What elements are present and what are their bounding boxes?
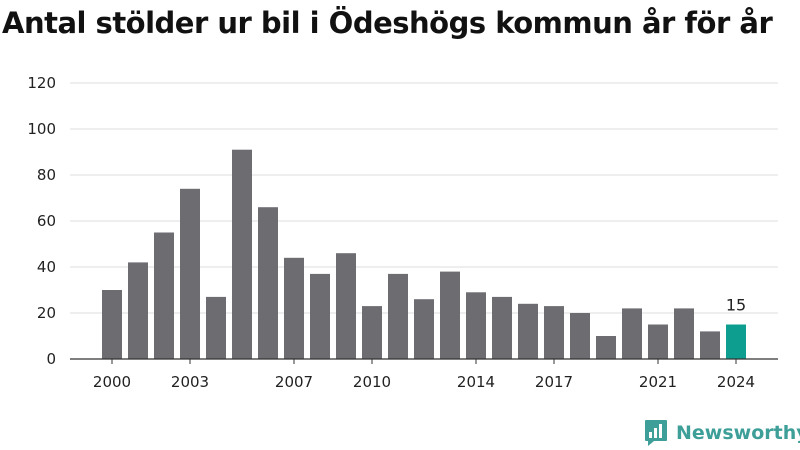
- bar-2007: [284, 257, 304, 359]
- bar-2014: [466, 292, 486, 359]
- bar-2009: [336, 253, 356, 359]
- grid-lines: [70, 82, 778, 314]
- y-tick-label: 60: [37, 212, 56, 230]
- bar-2011: [388, 273, 408, 359]
- y-tick-label: 80: [37, 166, 56, 184]
- data-label: 15: [726, 296, 746, 315]
- bar-2013: [440, 271, 460, 359]
- bar-2004: [206, 296, 226, 359]
- bar-2024: [726, 324, 746, 359]
- bar-2002: [154, 232, 174, 359]
- y-tick-label: 40: [37, 258, 56, 276]
- bar-2010: [362, 306, 382, 359]
- bar-2019: [596, 336, 616, 359]
- x-tick-label: 2007: [275, 373, 313, 391]
- data-labels: 15: [726, 296, 746, 315]
- x-axis-tick-labels: 2000 2003 2007 2010 2014 2017 2021 2024: [93, 359, 755, 391]
- y-tick-label: 20: [37, 304, 56, 322]
- bar-2020: [622, 308, 642, 359]
- bar-2021: [648, 324, 668, 359]
- y-tick-label: 120: [27, 74, 56, 92]
- x-tick-label: 2003: [171, 373, 209, 391]
- x-tick-label: 2021: [639, 373, 677, 391]
- bar-2005: [232, 149, 252, 359]
- bar-2000: [102, 290, 122, 359]
- bar-2022: [674, 308, 694, 359]
- newsworthy-brand: Newsworthy: [644, 419, 800, 447]
- chart-title: Antal stölder ur bil i Ödeshögs kommun å…: [2, 6, 773, 40]
- bar-2018: [570, 313, 590, 359]
- bar-2017: [544, 306, 564, 359]
- brand-name: Newsworthy: [676, 422, 800, 444]
- newsworthy-logo-icon: [645, 420, 667, 446]
- bar-2012: [414, 299, 434, 359]
- y-tick-label: 100: [27, 120, 56, 138]
- bar-2016: [518, 303, 538, 359]
- y-axis-tick-labels: 0 20 40 60 80 100 120: [27, 74, 56, 368]
- x-tick-label: 2024: [717, 373, 755, 391]
- bar-2015: [492, 296, 512, 359]
- x-tick-label: 2000: [93, 373, 131, 391]
- bar-2023: [700, 331, 720, 359]
- y-tick-label: 0: [46, 350, 56, 368]
- bar-2001: [128, 262, 148, 359]
- bar-2003: [180, 188, 200, 359]
- x-tick-label: 2010: [353, 373, 391, 391]
- x-tick-label: 2014: [457, 373, 495, 391]
- x-tick-label: 2017: [535, 373, 573, 391]
- bar-2006: [258, 207, 278, 359]
- bars: [102, 149, 746, 359]
- bar-2008: [310, 273, 330, 359]
